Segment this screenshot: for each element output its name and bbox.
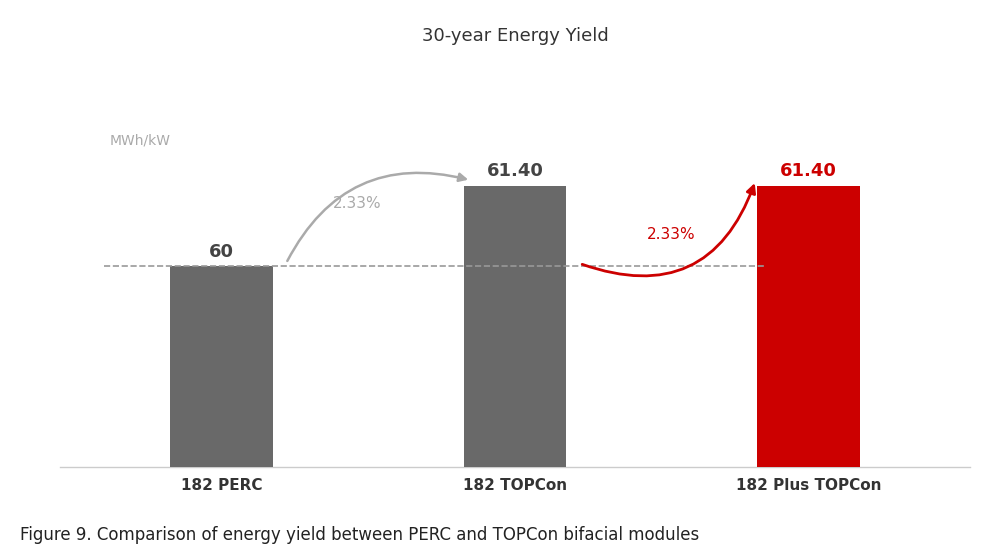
Bar [170, 266, 273, 467]
Text: MWh/kW: MWh/kW [110, 133, 171, 147]
Text: Figure 9. Comparison of energy yield between PERC and TOPCon bifacial modules: Figure 9. Comparison of energy yield bet… [20, 525, 699, 544]
Bar [464, 186, 566, 467]
FancyArrowPatch shape [582, 186, 755, 276]
FancyArrowPatch shape [287, 173, 466, 261]
Text: 60: 60 [209, 243, 234, 261]
Title: 30-year Energy Yield: 30-year Energy Yield [422, 27, 608, 45]
Text: 2.33%: 2.33% [647, 227, 696, 242]
Text: 61.40: 61.40 [487, 163, 543, 181]
Bar [757, 186, 860, 467]
Text: 2.33%: 2.33% [333, 196, 382, 211]
Text: 61.40: 61.40 [780, 163, 837, 181]
